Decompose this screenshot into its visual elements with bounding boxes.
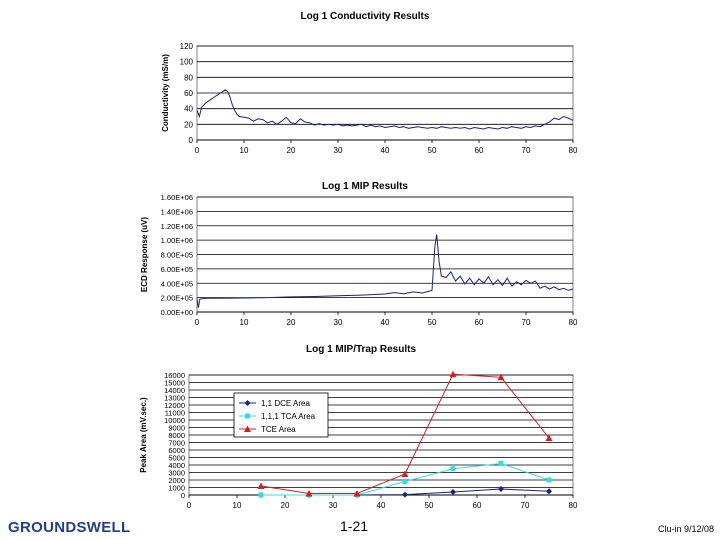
x-tick-label: 80 [569,318,578,327]
data-point [353,490,361,497]
y-tick-label: 2.00E+05 [161,294,193,303]
x-tick-label: 30 [334,318,343,327]
x-tick-label: 70 [522,146,531,155]
data-point [450,489,456,495]
data-point [498,461,504,466]
y-axis-label: Conductivity (mS/m) [161,54,170,132]
legend-label: 1,1,1 TCA Area [261,412,316,421]
y-tick-label: 9000 [168,424,185,433]
x-tick-label: 40 [381,146,390,155]
y-tick-label: 10000 [164,416,185,425]
chart-title: Log 1 MIP Results [322,181,408,192]
x-tick-label: 40 [377,501,386,510]
y-tick-label: 40 [184,105,193,114]
y-tick-label: 13000 [164,394,185,403]
data-point [497,373,505,381]
x-tick-label: 0 [187,501,192,510]
data-point [449,370,457,378]
x-tick-label: 70 [521,501,530,510]
data-point [402,479,408,484]
y-tick-label: 20 [184,120,193,129]
y-tick-label: 11000 [165,409,185,418]
y-tick-label: 8000 [168,431,185,440]
y-tick-label: 2000 [168,476,185,485]
data-point [257,482,265,489]
chart-title: Log 1 MIP/Trap Results [306,344,416,355]
series-line-0 [196,89,574,130]
y-tick-label: 0 [189,136,194,145]
x-tick-label: 80 [569,146,578,155]
legend-marker [244,400,251,406]
x-tick-label: 50 [425,501,434,510]
y-tick-label: 16000 [164,371,185,380]
y-tick-label: 0 [181,491,185,500]
y-tick-label: 4000 [168,461,185,470]
x-tick-label: 80 [569,501,578,510]
legend-label: 1,1 DCE Area [261,399,310,408]
conductivity-chart: Log 1 Conductivity Results02040608010012… [161,11,578,155]
y-tick-label: 1.00E+06 [161,236,193,245]
data-point [402,491,408,498]
page-number: 1-21 [340,518,369,534]
y-tick-label: 1.20E+06 [161,222,193,231]
legend-label: TCE Area [261,425,296,434]
groundswell-logo: GROUNDSWELL [8,519,131,536]
y-tick-label: 5000 [168,454,185,463]
y-tick-label: 14000 [164,386,185,395]
x-tick-label: 20 [287,146,296,155]
mip-chart: Log 1 MIP Results 0.00E+00 2.00E+05 4.00E+0… [140,181,578,327]
chart-title: Log 1 Conductivity Results [301,11,430,22]
data-point [258,492,264,498]
data-point [545,434,553,441]
data-point [401,470,409,477]
y-tick-label: 4.00E+05 [161,279,193,288]
x-tick-label: 30 [334,146,343,155]
y-axis-label: ECD Response (uV) [140,217,149,292]
y-tick-label: 100 [180,58,194,67]
y-tick-label: 120 [180,42,194,51]
y-tick-label: 6.00E+05 [161,265,193,274]
x-tick-label: 60 [473,501,482,510]
y-tick-label: 7000 [168,439,185,448]
footer-date: Clu-in 9/12/08 [657,524,714,534]
x-tick-label: 20 [281,501,290,510]
x-tick-label: 50 [428,318,437,327]
y-tick-label: 6000 [168,446,185,455]
x-tick-label: 60 [475,146,484,155]
y-tick-label: 1.60E+06 [161,193,193,202]
x-tick-label: 10 [240,318,249,327]
y-tick-label: 1.40E+06 [161,207,193,216]
data-point [450,466,456,472]
legend-marker [244,425,251,432]
y-tick-label: 0.00E+00 [161,308,193,317]
y-tick-label: 3000 [168,469,185,478]
x-tick-label: 30 [329,501,338,510]
data-point [546,477,552,483]
data-point [498,486,504,492]
x-tick-label: 0 [195,318,200,327]
y-tick-label: 1000 [168,484,185,493]
x-tick-label: 20 [287,318,296,327]
y-axis-label: Peak Area (mV.sec.) [139,397,148,473]
x-tick-label: 40 [381,318,390,327]
x-tick-label: 10 [240,146,249,155]
y-tick-label: 12000 [164,401,185,410]
x-tick-label: 60 [475,318,484,327]
y-tick-label: 60 [184,89,193,98]
y-tick-label: 80 [184,73,193,82]
legend-marker [245,413,250,419]
x-tick-label: 10 [233,501,242,510]
series-line-0 [196,234,574,308]
data-point [305,490,313,497]
y-tick-label: 8.00E+05 [161,251,193,260]
x-tick-label: 70 [522,318,531,327]
x-tick-label: 0 [195,146,200,155]
y-tick-label: 15000 [164,379,185,388]
data-point [546,488,552,495]
mip-trap-chart: Log 1 MIP/Trap Results010002000300040005… [139,344,578,510]
x-tick-label: 50 [428,146,437,155]
